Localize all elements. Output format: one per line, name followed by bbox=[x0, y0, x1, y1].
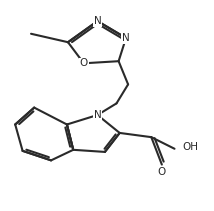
Text: N: N bbox=[94, 110, 101, 120]
Text: N: N bbox=[122, 33, 130, 43]
Text: O: O bbox=[80, 58, 88, 68]
Text: OH: OH bbox=[182, 142, 198, 152]
Text: O: O bbox=[158, 167, 166, 177]
Text: N: N bbox=[94, 16, 101, 26]
